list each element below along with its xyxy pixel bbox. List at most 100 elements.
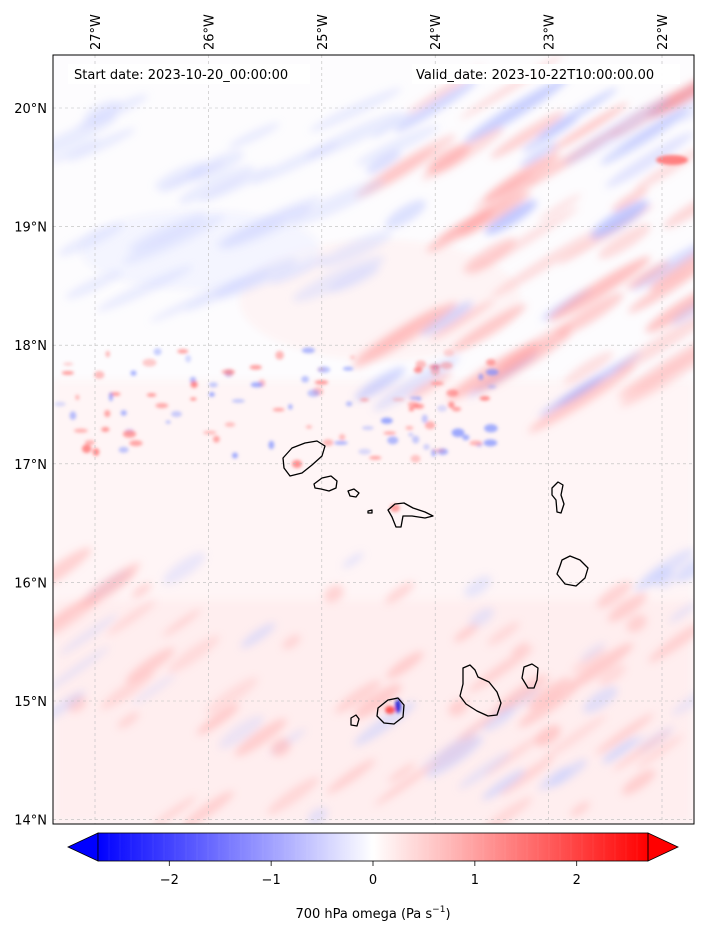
omega-speckle — [165, 420, 171, 424]
omega-speckle — [250, 382, 263, 388]
omega-streak — [481, 796, 533, 824]
omega-streak — [628, 266, 694, 313]
lon-tick-label: 27°W — [89, 14, 104, 50]
omega-streak — [184, 270, 271, 312]
omega-streak — [309, 87, 402, 132]
omega-field — [53, 55, 694, 824]
omega-streak — [542, 715, 607, 761]
omega-streak — [352, 301, 457, 369]
omega-streak — [470, 206, 579, 275]
omega-speckle — [408, 432, 414, 437]
lat-tick-label: 15°N — [14, 695, 47, 710]
omega-streak — [149, 277, 244, 323]
omega-streak — [385, 200, 427, 229]
omega-streak — [218, 715, 264, 749]
omega-speckle — [288, 404, 293, 410]
omega-speckle — [108, 392, 113, 402]
island-brava — [350, 714, 360, 727]
omega-speckle — [104, 410, 111, 418]
omega-streak — [453, 623, 479, 643]
omega-speckle — [54, 401, 66, 407]
omega-streak — [598, 664, 626, 686]
omega-streak — [168, 635, 220, 673]
omega-speckle — [339, 434, 346, 441]
colorbar-label: 700 hPa omega (Pa s−1) — [295, 905, 450, 922]
colorbar-extend-low — [67, 832, 99, 862]
omega-streak — [126, 647, 175, 683]
omega-streak — [132, 583, 152, 598]
omega-streak — [536, 87, 618, 139]
omega-speckle — [146, 393, 157, 397]
omega-streak — [648, 617, 694, 663]
omega-speckle — [380, 417, 393, 424]
omega-streak — [267, 777, 320, 815]
omega-speckle — [387, 436, 399, 445]
lat-tick-label: 17°N — [14, 458, 47, 473]
omega-streak — [511, 641, 529, 655]
omega-speckle — [118, 446, 129, 453]
latitude-tick-labels: 20°N 19°N 18°N 17°N 16°N 15°N 14°N — [14, 102, 47, 829]
omega-streak — [675, 557, 694, 583]
island-maio — [521, 663, 539, 689]
omega-speckle — [305, 425, 313, 429]
omega-streak — [342, 552, 364, 569]
omega-speckle — [190, 397, 197, 401]
lon-tick-label: 22°W — [656, 14, 671, 50]
colorbar-tick-label: −2 — [160, 873, 179, 888]
omega-streak — [282, 634, 301, 650]
omega-speckle — [75, 394, 80, 401]
omega-streak — [154, 162, 206, 190]
omega-streak — [672, 686, 694, 716]
omega-speckle — [432, 448, 446, 453]
omega-streak — [620, 341, 694, 407]
colorbar-tick-label: −1 — [262, 873, 281, 888]
omega-streak — [468, 646, 534, 693]
omega-speckle — [275, 350, 284, 360]
lat-tick-label: 19°N — [14, 221, 47, 236]
lon-tick-label: 26°W — [202, 14, 217, 50]
omega-streak — [625, 261, 670, 290]
omega-speckle — [122, 430, 137, 438]
omega-speckle — [413, 367, 423, 374]
omega-streak — [555, 292, 624, 337]
omega-streak — [538, 193, 582, 222]
omega-streak — [388, 763, 416, 783]
omega-speckle — [462, 434, 470, 441]
omega-streak — [617, 330, 694, 399]
omega-streak — [636, 734, 684, 769]
omega-speckle — [208, 382, 218, 388]
omega-speckle — [101, 427, 110, 433]
omega-extreme — [390, 504, 400, 512]
omega-streak — [429, 299, 495, 341]
omega-streak — [645, 282, 694, 333]
omega-streak — [162, 609, 201, 637]
omega-streak — [270, 255, 329, 285]
omega-speckle — [213, 435, 220, 443]
omega-speckle — [443, 349, 455, 357]
omega-streak — [271, 738, 291, 757]
omega-speckle — [105, 350, 110, 358]
start-date-box — [68, 64, 310, 84]
omega-streak — [596, 581, 633, 608]
omega-speckle — [322, 439, 334, 446]
omega-streak — [197, 704, 240, 735]
omega-streak — [568, 642, 634, 690]
omega-streak — [527, 677, 571, 710]
gridlines — [53, 55, 694, 824]
omega-streak — [464, 76, 569, 144]
omega-streak — [464, 575, 492, 598]
lon-tick-label: 23°W — [543, 14, 558, 50]
omega-speckle — [410, 454, 421, 463]
colorbar: −2 −1 0 1 2 700 hPa omega (Pa s−1) — [67, 832, 679, 922]
omega-streak — [611, 187, 648, 212]
omega-streak — [519, 142, 558, 167]
omega-streak — [608, 592, 647, 622]
omega-speckle — [84, 440, 95, 445]
omega-speckle — [423, 444, 430, 451]
omega-speckle — [358, 448, 371, 455]
omega-streak — [159, 160, 225, 193]
omega-speckle — [392, 397, 405, 402]
omega-speckle — [483, 439, 498, 447]
omega-streak — [234, 718, 287, 757]
omega-extreme — [385, 706, 395, 714]
